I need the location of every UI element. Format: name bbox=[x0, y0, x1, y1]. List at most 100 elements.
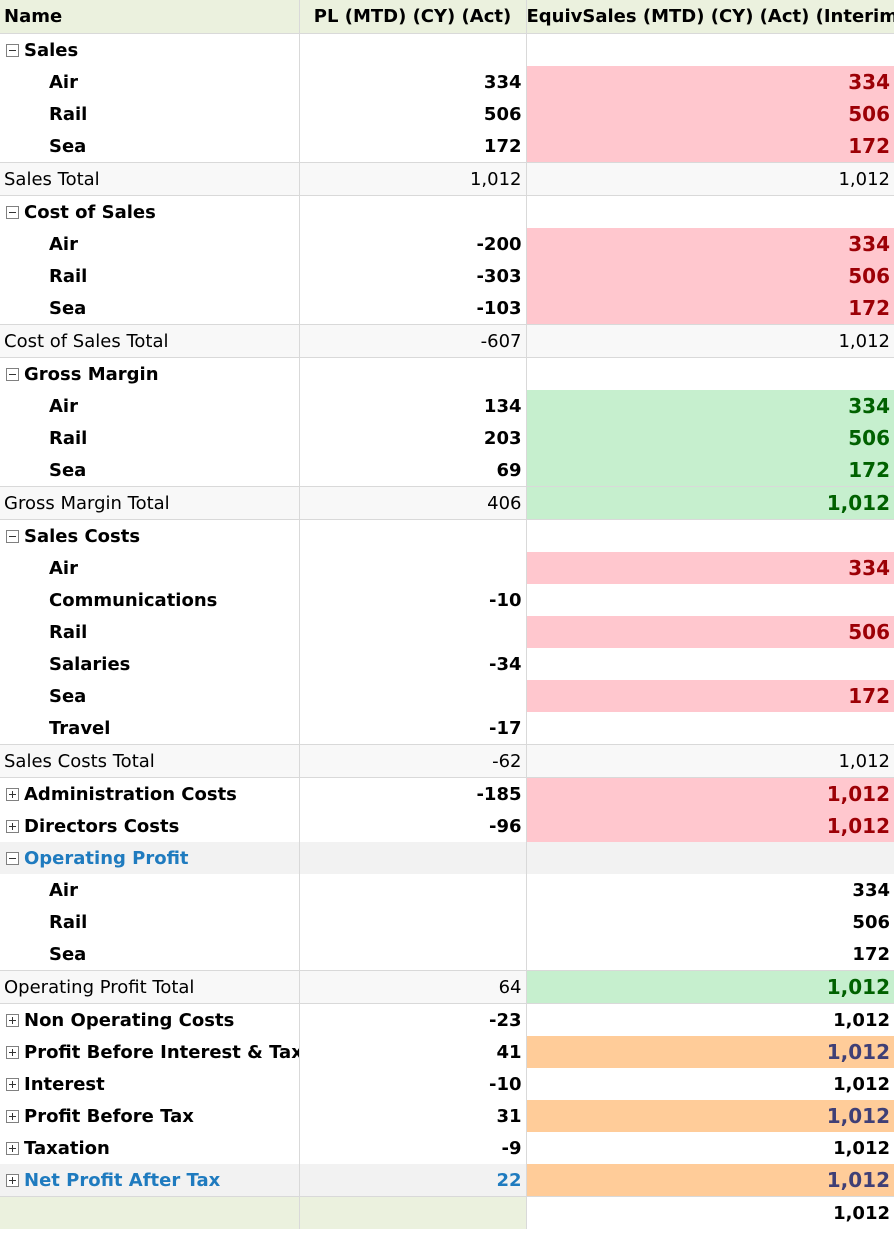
collapse-icon[interactable] bbox=[6, 205, 19, 219]
pl-value-cell bbox=[299, 552, 527, 584]
expand-icon[interactable] bbox=[6, 1109, 19, 1123]
pl-value-cell: 31 bbox=[299, 1100, 527, 1132]
equiv-sales-value-cell bbox=[526, 584, 894, 616]
pl-value-cell bbox=[299, 195, 527, 228]
grand-total-row: 1,012 bbox=[0, 1196, 894, 1229]
pl-value-cell: -10 bbox=[299, 1068, 527, 1100]
table-row: Air 334 bbox=[0, 874, 894, 906]
equiv-sales-value-cell bbox=[526, 712, 894, 745]
equiv-sales-value-cell: 334 bbox=[526, 390, 894, 422]
table-body: Sales Air 334 334 Rail 506 506 Sea 172 172 Sales T… bbox=[0, 33, 894, 1229]
pl-value-cell: -34 bbox=[299, 648, 527, 680]
row-name-cell: Non Operating Costs bbox=[0, 1003, 300, 1036]
row-name-cell: Sea bbox=[0, 292, 300, 325]
group-row: Net Profit After Tax 22 1,012 bbox=[0, 1164, 894, 1197]
equiv-sales-value-cell: 506 bbox=[526, 98, 894, 130]
equiv-sales-value-cell: 506 bbox=[526, 422, 894, 454]
group-row: Interest -10 1,012 bbox=[0, 1068, 894, 1100]
row-label: Operating Profit Total bbox=[4, 976, 195, 998]
row-name-cell: Air bbox=[0, 874, 300, 906]
row-label: Gross Margin bbox=[24, 363, 159, 385]
equiv-sales-value-cell bbox=[526, 520, 894, 553]
pl-value-cell bbox=[299, 842, 527, 874]
row-name-cell: Profit Before Tax bbox=[0, 1100, 300, 1132]
row-label: Taxation bbox=[24, 1137, 110, 1159]
equiv-sales-value-cell: 1,012 bbox=[833, 1073, 890, 1095]
expand-icon[interactable] bbox=[6, 1173, 19, 1187]
collapse-icon[interactable] bbox=[6, 851, 19, 865]
row-label: Profit Before Tax bbox=[24, 1105, 194, 1127]
pl-value-cell: 406 bbox=[299, 486, 527, 520]
pl-value-cell: -200 bbox=[299, 228, 527, 260]
equiv-sales-value-cell: 172 bbox=[852, 943, 890, 965]
expand-icon[interactable] bbox=[6, 1077, 19, 1091]
equiv-sales-value-cell: 334 bbox=[852, 879, 890, 901]
equiv-sales-value-cell: 1,012 bbox=[526, 810, 894, 842]
column-header-name[interactable]: Name bbox=[0, 0, 300, 34]
column-header-equiv-sales[interactable]: EquivSales (MTD) (CY) (Act) (Interim) bbox=[526, 0, 894, 34]
row-label: Operating Profit bbox=[24, 847, 189, 869]
pl-value-cell: 334 bbox=[299, 66, 527, 98]
table-row: Air 334 334 bbox=[0, 66, 894, 98]
pl-value-cell: -607 bbox=[299, 324, 527, 358]
row-label: Air bbox=[49, 879, 78, 901]
equiv-sales-value-cell: 334 bbox=[526, 228, 894, 260]
column-header-pl[interactable]: PL (MTD) (CY) (Act) bbox=[299, 0, 527, 34]
row-name-cell: Air bbox=[0, 66, 300, 98]
pl-value-cell bbox=[299, 33, 527, 66]
row-name-cell: Sales bbox=[0, 33, 300, 66]
group-row: Sales bbox=[0, 33, 894, 67]
row-label: Rail bbox=[49, 621, 88, 643]
row-name-cell: Interest bbox=[0, 1068, 300, 1100]
row-label: Sea bbox=[49, 685, 87, 707]
row-name-cell bbox=[0, 1196, 300, 1229]
collapse-icon[interactable] bbox=[6, 43, 19, 57]
row-name-cell: Communications bbox=[0, 584, 300, 616]
equiv-sales-value-cell bbox=[526, 358, 894, 391]
equiv-sales-value-cell bbox=[526, 34, 894, 67]
row-name-cell: Sea bbox=[0, 130, 300, 163]
total-row: Gross Margin Total 406 1,012 bbox=[0, 486, 894, 520]
group-row: Sales Costs bbox=[0, 519, 894, 553]
table-row: Sea 172 bbox=[0, 680, 894, 712]
row-name-cell: Rail bbox=[0, 260, 300, 292]
table-row: Sea 172 bbox=[0, 938, 894, 971]
header-row: Name PL (MTD) (CY) (Act) EquivSales (MTD… bbox=[0, 0, 894, 34]
row-label: Administration Costs bbox=[24, 783, 237, 805]
row-name-cell: Air bbox=[0, 228, 300, 260]
row-label: Sales bbox=[24, 39, 79, 61]
expand-icon[interactable] bbox=[6, 1013, 19, 1027]
row-label: Sea bbox=[49, 459, 87, 481]
collapse-icon[interactable] bbox=[6, 367, 19, 381]
table-row: Air 334 bbox=[0, 552, 894, 584]
pl-value-cell: 64 bbox=[299, 970, 527, 1004]
expand-icon[interactable] bbox=[6, 787, 19, 801]
row-name-cell: Gross Margin Total bbox=[0, 486, 300, 520]
equiv-sales-value-cell: 172 bbox=[526, 292, 894, 325]
row-label: Sales Costs bbox=[24, 525, 141, 547]
row-label: Air bbox=[49, 71, 78, 93]
pl-value-cell: -103 bbox=[299, 292, 527, 325]
pl-value-cell: 134 bbox=[299, 390, 527, 422]
table-row: Rail 506 bbox=[0, 616, 894, 648]
pl-value-cell: -62 bbox=[299, 744, 527, 778]
collapse-icon[interactable] bbox=[6, 529, 19, 543]
equiv-sales-value-cell: 1,012 bbox=[526, 744, 894, 778]
equiv-sales-value-cell: 334 bbox=[526, 66, 894, 98]
table-row: Rail -303 506 bbox=[0, 260, 894, 292]
equiv-sales-value-cell: 1,012 bbox=[526, 777, 894, 810]
equiv-sales-value-cell: 1,012 bbox=[526, 486, 894, 520]
equiv-sales-value-cell: 1,012 bbox=[526, 162, 894, 196]
group-row: Profit Before Tax 31 1,012 bbox=[0, 1100, 894, 1132]
expand-icon[interactable] bbox=[6, 1141, 19, 1155]
row-label: Air bbox=[49, 233, 78, 255]
group-row: Directors Costs -96 1,012 bbox=[0, 810, 894, 842]
equiv-sales-value-cell: 1,012 bbox=[526, 1196, 894, 1229]
group-row: Profit Before Interest & Tax 41 1,012 bbox=[0, 1036, 894, 1068]
expand-icon[interactable] bbox=[6, 819, 19, 833]
row-name-cell: Sea bbox=[0, 680, 300, 712]
pl-value-cell: -9 bbox=[299, 1132, 527, 1164]
expand-icon[interactable] bbox=[6, 1045, 19, 1059]
equiv-sales-value-cell bbox=[526, 842, 894, 874]
